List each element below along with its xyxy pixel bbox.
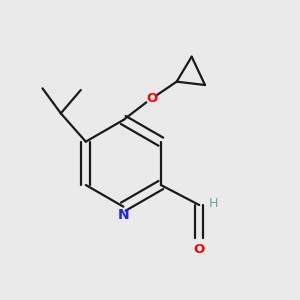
Text: N: N	[118, 208, 129, 222]
Text: O: O	[146, 92, 157, 105]
Text: H: H	[208, 197, 218, 210]
Text: O: O	[194, 243, 205, 256]
